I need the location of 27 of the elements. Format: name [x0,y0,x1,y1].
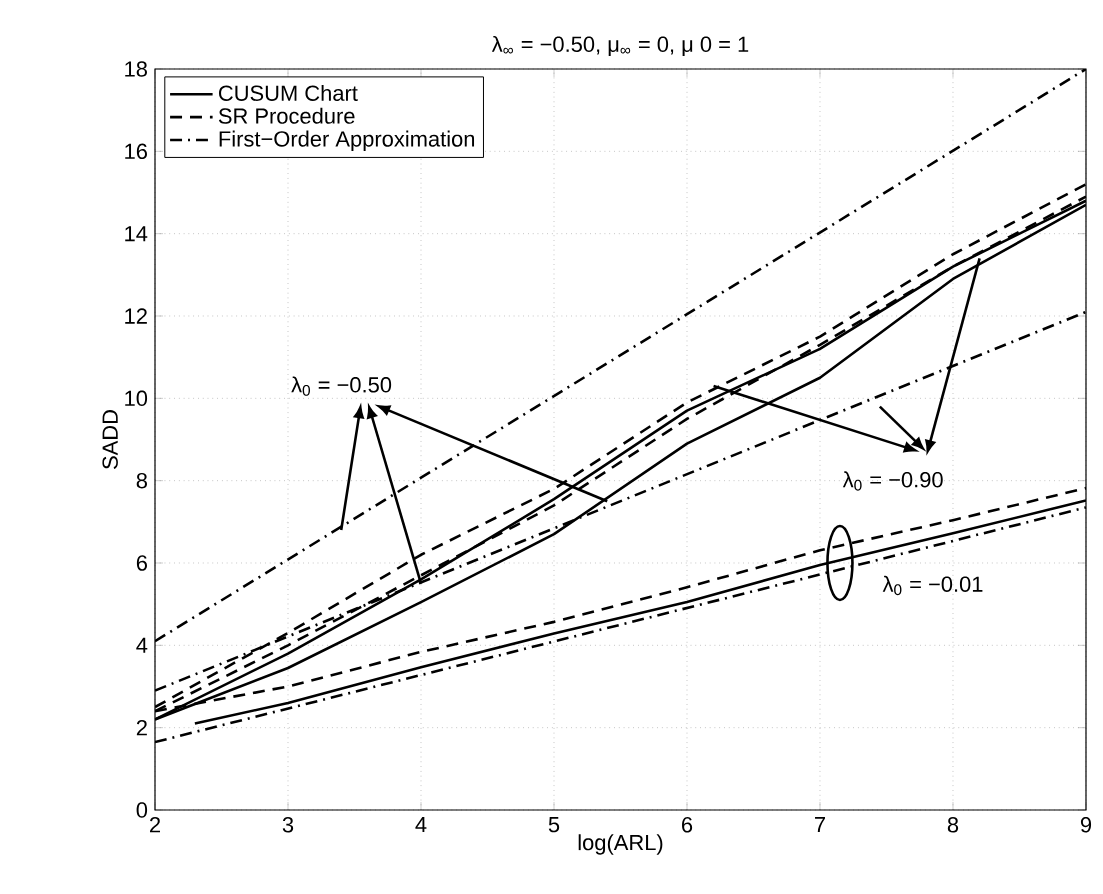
y-tick-label: 0 [136,802,148,818]
y-tick-label: 14 [125,226,148,242]
y-axis-title: SADD [102,410,118,469]
annotation: λ$_{0}$ = −0.50 [291,376,392,396]
y-tick-label: 6 [136,555,147,571]
x-tick-label: 3 [282,817,294,833]
y-tick-label: 2 [136,720,147,736]
x-tick-label: 8 [947,817,959,833]
y-tick-label: 10 [125,390,148,407]
chart-title: λ$_{∞}$ = −0.50, μ$_{∞}$ = 0, μ 0 = 1 [491,35,749,57]
legend-label: SR Procedure [218,107,355,124]
annotation: λ$_{0}$ = −0.90 [842,471,943,491]
legend-label: First−Order Approximation [219,130,475,151]
x-tick-label: 2 [150,817,160,833]
annotation: λ$_{0}$ = −0.01 [882,575,983,596]
y-tick-label: 16 [125,143,147,160]
y-tick-label: 4 [136,637,148,653]
y-tick-label: 12 [125,308,147,324]
x-tick-label: 5 [548,817,560,833]
x-axis-title: log(ARL) [578,834,663,855]
y-tick-label: 18 [125,61,147,77]
x-tick-label: 4 [415,817,427,833]
legend-label: CUSUM Chart [219,84,358,101]
x-tick-label: 9 [1080,817,1092,833]
x-tick-label: 6 [682,817,693,833]
x-tick-label: 7 [815,817,825,833]
y-tick-label: 8 [136,472,147,489]
